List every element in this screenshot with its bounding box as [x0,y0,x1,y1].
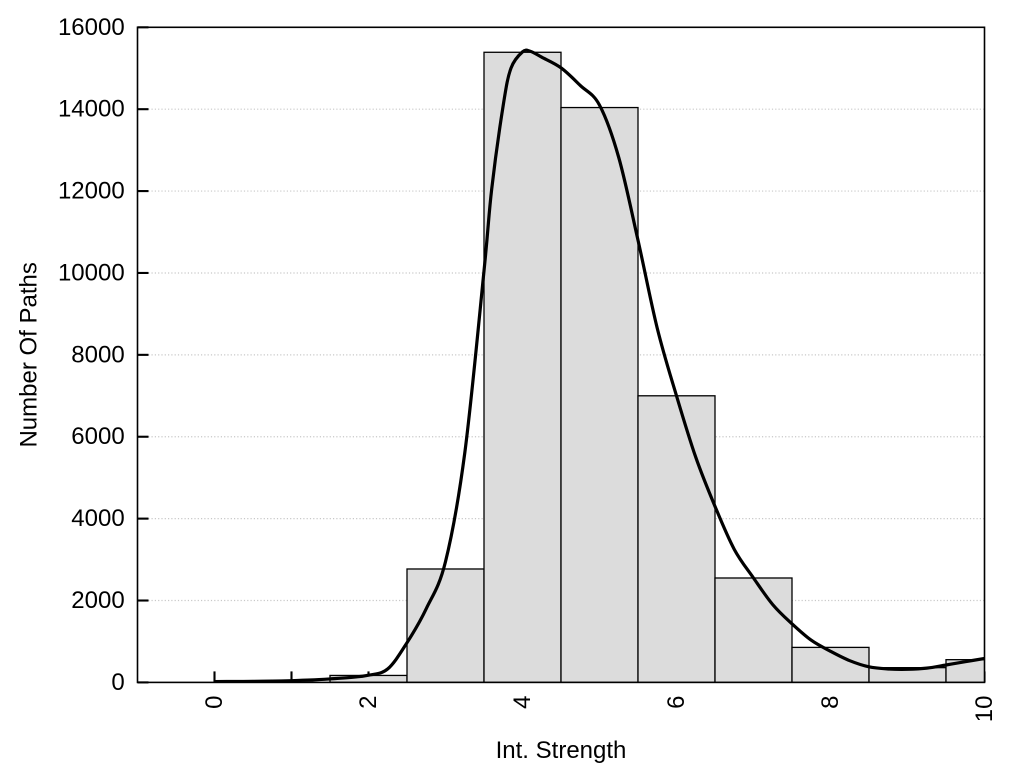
y-tick-label-16000: 16000 [58,14,125,41]
histogram-bar-8 [791,646,870,683]
x-tick-label-8: 8 [817,696,844,709]
y-tick-label-8000: 8000 [71,341,124,368]
y-tick-label-10000: 10000 [58,259,125,286]
y-tick-label-0: 0 [111,669,124,696]
x-tick-label-10: 10 [971,696,998,723]
x-tick-label-6: 6 [663,696,690,709]
y-tick-label-4000: 4000 [71,505,124,532]
y-axis-title: Number Of Paths [16,262,43,447]
x-axis-title: Int. Strength [496,737,627,764]
plot-border [136,26,986,684]
histogram-bar-7 [714,577,793,683]
histogram-bar-10 [945,659,985,683]
density-curve [214,48,985,683]
x-tick-label-4: 4 [509,696,536,709]
y-tick-label-2000: 2000 [71,587,124,614]
y-tick-label-12000: 12000 [58,178,125,205]
x-tick-label-2: 2 [355,696,382,709]
x-tick-label-0: 0 [201,696,228,709]
y-tick-label-6000: 6000 [71,423,124,450]
y-tick-label-14000: 14000 [58,96,125,123]
histogram-bar-6 [637,395,716,683]
density-curve-group [214,48,985,683]
